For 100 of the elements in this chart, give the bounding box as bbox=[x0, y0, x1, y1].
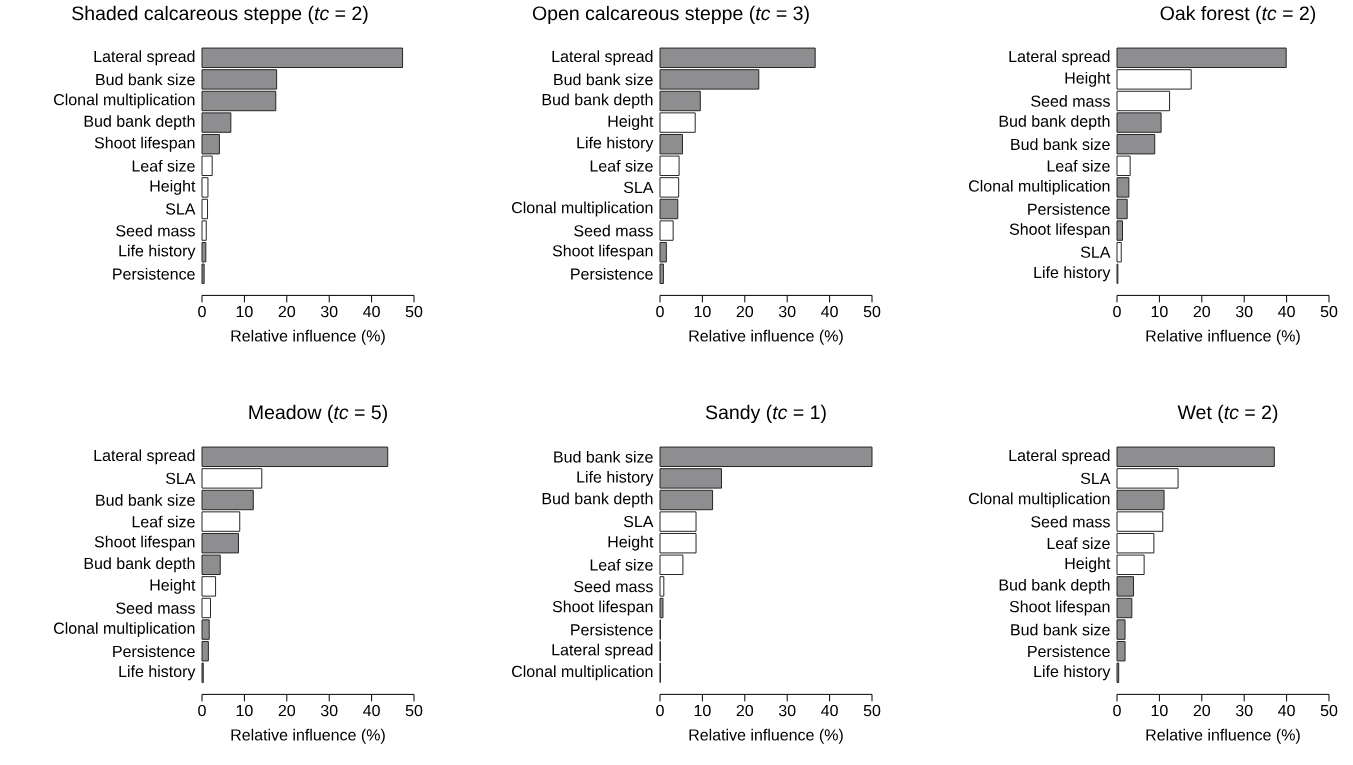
y-tick-label: Seed mass bbox=[1031, 515, 1110, 528]
x-axis-title: Relative influence (%) bbox=[1146, 329, 1300, 345]
y-tick-label: Clonal multiplication bbox=[512, 665, 653, 681]
x-tick-label: 0 bbox=[656, 704, 664, 717]
y-tick-label: Persistence bbox=[1028, 645, 1110, 658]
y-tick-label: Bud bank size bbox=[1011, 623, 1110, 636]
x-tick-label: 20 bbox=[1193, 305, 1211, 318]
y-tick-label: SLA bbox=[165, 203, 196, 215]
chart-title: Oak forest (tc = 2) bbox=[1160, 5, 1316, 25]
y-tick-label: Height bbox=[608, 115, 654, 131]
x-tick-label: 10 bbox=[1151, 305, 1168, 318]
x-tick-label: 40 bbox=[363, 305, 380, 318]
y-tick-label: Lateral spread bbox=[1009, 449, 1110, 465]
y-tick-label: Bud bank size bbox=[96, 494, 195, 506]
y-tick-label: Height bbox=[608, 535, 654, 551]
x-tick-label: 50 bbox=[1320, 305, 1338, 318]
y-tick-label: Shoot lifespan bbox=[552, 244, 653, 260]
y-tick-label: Life history bbox=[1034, 665, 1111, 681]
y-tick-label: Lateral spread bbox=[552, 50, 653, 66]
y-tick-label: Bud bank size bbox=[554, 450, 653, 463]
y-tick-label: Seed mass bbox=[116, 224, 195, 237]
x-axis-title: Relative influence (%) bbox=[231, 728, 385, 744]
y-tick-label: Height bbox=[1065, 71, 1111, 87]
x-axis-title: Relative influence (%) bbox=[689, 728, 843, 744]
x-tick-label: 40 bbox=[1278, 305, 1295, 318]
x-axis-title: Relative influence (%) bbox=[1146, 728, 1300, 744]
x-tick-label: 40 bbox=[821, 305, 838, 318]
x-tick-label: 30 bbox=[778, 704, 796, 717]
y-tick-label: Clonal multiplication bbox=[54, 622, 195, 638]
y-tick-label: Shoot lifespan bbox=[552, 600, 653, 616]
x-axis-title: Relative influence (%) bbox=[231, 329, 385, 345]
y-tick-label: Bud bank depth bbox=[542, 492, 653, 508]
y-tick-label: SLA bbox=[623, 181, 654, 194]
x-tick-label: 50 bbox=[405, 305, 423, 318]
x-tick-label: 50 bbox=[1320, 704, 1338, 717]
y-tick-label: Shoot lifespan bbox=[1009, 223, 1110, 239]
y-tick-label: Bud bank depth bbox=[999, 115, 1110, 131]
y-tick-label: SLA bbox=[1080, 246, 1111, 258]
y-tick-label: Life history bbox=[577, 136, 654, 152]
y-tick-label: Life history bbox=[119, 665, 196, 681]
x-tick-label: 10 bbox=[1151, 704, 1168, 717]
y-tick-label: Clonal multiplication bbox=[512, 201, 653, 217]
chart-title: Shaded calcareous steppe (tc = 2) bbox=[72, 5, 368, 25]
y-tick-label: Seed mass bbox=[116, 602, 195, 614]
y-tick-label: Persistence bbox=[113, 267, 195, 280]
chart-title: Sandy (tc = 1) bbox=[705, 404, 826, 424]
x-tick-label: 20 bbox=[736, 305, 754, 318]
y-tick-label: Life history bbox=[577, 470, 654, 486]
y-tick-label: Leaf size bbox=[590, 159, 653, 172]
y-tick-label: Bud bank depth bbox=[542, 93, 653, 109]
x-tick-label: 40 bbox=[363, 704, 380, 717]
y-tick-label: Persistence bbox=[571, 267, 653, 280]
y-tick-label: Leaf size bbox=[132, 159, 195, 172]
y-tick-label: Bud bank size bbox=[96, 73, 195, 86]
x-tick-label: 40 bbox=[821, 704, 838, 717]
x-tick-label: 30 bbox=[778, 305, 796, 318]
chart-title: Wet (tc = 2) bbox=[1177, 404, 1278, 424]
y-tick-label: Lateral spread bbox=[552, 643, 653, 659]
y-tick-label: Seed mass bbox=[1031, 95, 1110, 107]
y-tick-label: Bud bank depth bbox=[84, 557, 195, 573]
x-tick-label: 50 bbox=[863, 704, 881, 717]
x-tick-label: 30 bbox=[1235, 704, 1253, 717]
y-tick-label: Height bbox=[150, 578, 196, 594]
y-tick-label: SLA bbox=[165, 472, 196, 485]
x-tick-label: 50 bbox=[863, 305, 881, 318]
y-tick-label: Persistence bbox=[1028, 203, 1110, 215]
y-tick-label: Leaf size bbox=[1047, 537, 1110, 550]
y-tick-label: Clonal multiplication bbox=[969, 492, 1110, 508]
x-tick-label: 0 bbox=[656, 305, 664, 318]
y-tick-label: Shoot lifespan bbox=[1009, 600, 1110, 616]
y-tick-label: SLA bbox=[1080, 472, 1111, 485]
x-tick-label: 10 bbox=[236, 305, 253, 318]
x-tick-label: 20 bbox=[1193, 704, 1211, 717]
x-tick-label: 20 bbox=[278, 704, 296, 717]
chart-title: Open calcareous steppe (tc = 3) bbox=[532, 5, 809, 25]
y-tick-label: Height bbox=[1065, 557, 1111, 573]
y-tick-label: Persistence bbox=[113, 645, 195, 658]
x-tick-label: 10 bbox=[694, 704, 711, 717]
y-tick-label: Leaf size bbox=[132, 515, 195, 528]
x-tick-label: 30 bbox=[320, 704, 338, 717]
y-tick-label: Persistence bbox=[571, 623, 653, 636]
y-tick-label: Life history bbox=[119, 244, 196, 260]
y-tick-label: Clonal multiplication bbox=[969, 179, 1110, 195]
x-tick-label: 0 bbox=[1113, 704, 1121, 717]
y-tick-label: Bud bank size bbox=[554, 73, 653, 86]
y-tick-label: Shoot lifespan bbox=[94, 136, 195, 152]
y-tick-label: Leaf size bbox=[1047, 159, 1110, 172]
x-tick-label: 30 bbox=[1235, 305, 1253, 318]
y-tick-label: Height bbox=[150, 179, 196, 195]
y-tick-label: Seed mass bbox=[574, 580, 653, 593]
y-tick-label: Bud bank size bbox=[1011, 138, 1110, 151]
y-tick-label: Lateral spread bbox=[94, 449, 195, 465]
chart-title: Meadow (tc = 5) bbox=[249, 404, 387, 424]
x-tick-label: 0 bbox=[1113, 305, 1121, 318]
x-tick-label: 0 bbox=[198, 305, 206, 318]
y-tick-label: Seed mass bbox=[574, 224, 653, 237]
x-tick-label: 10 bbox=[694, 305, 711, 318]
y-tick-label: Bud bank depth bbox=[84, 115, 195, 131]
y-tick-label: Leaf size bbox=[590, 558, 653, 571]
x-tick-label: 40 bbox=[1278, 704, 1295, 717]
